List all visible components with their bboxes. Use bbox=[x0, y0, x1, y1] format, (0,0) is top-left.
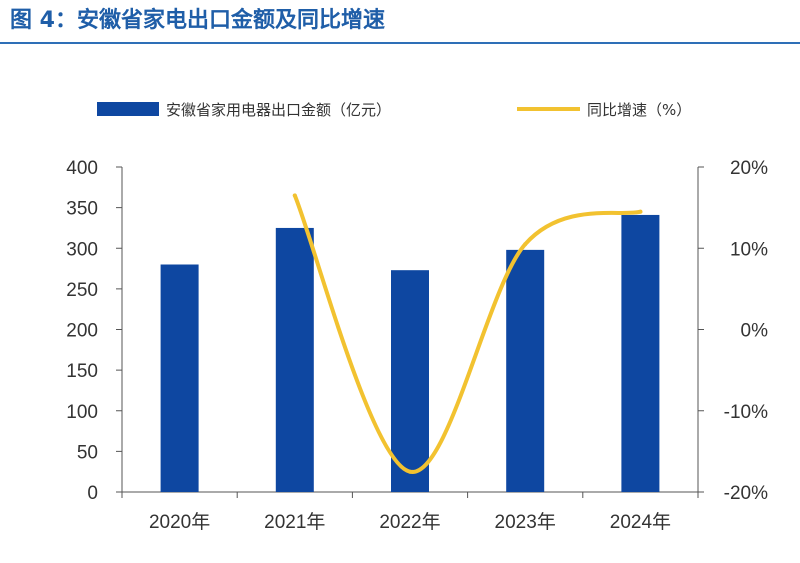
bar bbox=[391, 270, 429, 492]
title-underline bbox=[0, 42, 800, 44]
legend: 安徽省家用电器出口金额（亿元） 同比增速（%） bbox=[97, 101, 691, 119]
axes: 0 50 100 150 200 250 300 350 400 -20% -10% 0% 10% 20%… bbox=[66, 158, 768, 533]
line-series bbox=[292, 193, 643, 474]
y-right-tick-label: 10% bbox=[730, 239, 768, 260]
y-right-tick-label: 20% bbox=[730, 158, 768, 179]
bar bbox=[275, 227, 314, 492]
legend-bar-label: 安徽省家用电器出口金额（亿元） bbox=[166, 101, 391, 119]
bar bbox=[506, 249, 545, 492]
y-right-tick-label: -10% bbox=[724, 402, 768, 423]
y-right-tick-label: 0% bbox=[741, 321, 769, 342]
x-tick-label: 2021年 bbox=[264, 511, 325, 533]
bar bbox=[621, 214, 660, 492]
line-point bbox=[523, 242, 528, 247]
line-point bbox=[638, 209, 643, 214]
y-left-tick-label: 100 bbox=[66, 402, 98, 423]
y-left-tick-label: 250 bbox=[66, 280, 98, 301]
y-left-tick-label: 300 bbox=[66, 239, 98, 260]
x-tick-label: 2023年 bbox=[495, 511, 556, 533]
y-left-tick-label: 0 bbox=[87, 483, 98, 504]
line-point bbox=[408, 469, 412, 474]
x-tick-label: 2020年 bbox=[149, 511, 210, 533]
y-left-tick-label: 400 bbox=[66, 158, 98, 179]
bar-series bbox=[160, 214, 660, 492]
legend-bar-swatch bbox=[97, 102, 159, 116]
figure-title: 图 4：安徽省家电出口金额及同比增速 bbox=[10, 8, 385, 33]
bar bbox=[160, 264, 199, 492]
y-left-tick-label: 200 bbox=[66, 321, 98, 342]
y-left-tick-label: 50 bbox=[77, 442, 98, 463]
y-right-tick-label: -20% bbox=[724, 483, 768, 504]
line-point bbox=[292, 193, 297, 198]
x-tick-label: 2022年 bbox=[379, 511, 440, 533]
growth-line bbox=[292, 193, 643, 474]
legend-line-label: 同比增速（%） bbox=[587, 101, 691, 119]
x-tick-label: 2024年 bbox=[610, 511, 671, 533]
y-left-tick-label: 350 bbox=[66, 199, 98, 220]
y-left-tick-label: 150 bbox=[66, 361, 98, 382]
